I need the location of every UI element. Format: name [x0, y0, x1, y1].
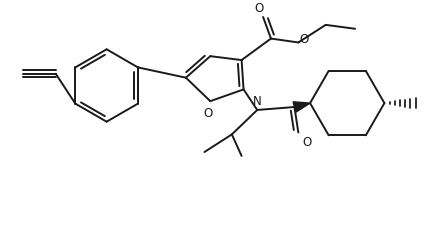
Text: N: N: [253, 95, 262, 108]
Polygon shape: [293, 102, 310, 112]
Text: O: O: [204, 107, 213, 120]
Text: O: O: [302, 136, 311, 149]
Text: O: O: [299, 33, 309, 46]
Text: O: O: [254, 2, 264, 15]
